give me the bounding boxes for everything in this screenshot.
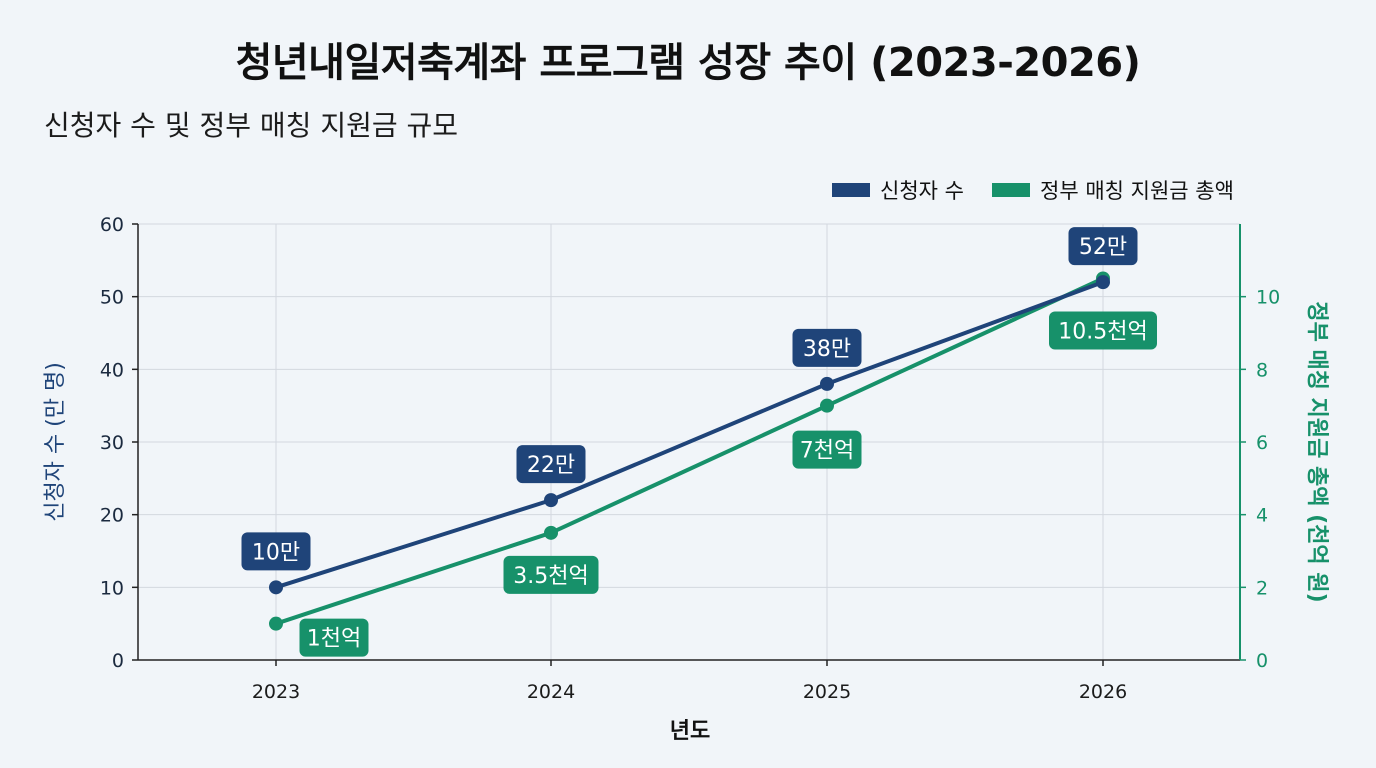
data-point-applicants [820,376,834,391]
y-tick-right-label: 0 [1256,650,1268,672]
legend-label-applicants: 신청자 수 [880,179,964,203]
x-tick-label: 2025 [803,681,851,703]
y-tick-left-label: 10 [100,577,124,599]
data-label-applicants: 52만 [1079,235,1127,260]
data-point-applicants [544,493,558,508]
chart-title: 청년내일저축계좌 프로그램 성장 추이 (2023-2026) [235,40,1141,86]
data-point-support-amount [820,398,834,413]
data-label-support-amount-badge [792,430,862,469]
data-label-support-amount: 7천억 [800,439,854,464]
data-label-applicants-badge [1068,227,1138,266]
series-line-support-amount [275,276,1104,626]
data-label-support-amount: 3.5천억 [513,564,588,589]
y-axis-right-title: 정부 매칭 지원금 총액 (천억 원) [1304,301,1329,602]
y-tick-left-label: 20 [100,505,124,527]
y-tick-left-label: 40 [100,359,124,381]
data-point-applicants [269,580,283,595]
x-tick-label: 2026 [1079,681,1127,703]
data-label-applicants: 38만 [803,337,851,362]
y-tick-right-label: 10 [1256,287,1280,309]
y-tick-right-label: 6 [1256,432,1268,454]
series-line-applicants [275,280,1104,590]
y-tick-right-label: 2 [1256,577,1268,599]
y-axis-left-title: 신청자 수 (만 명) [43,362,68,522]
data-label-support-amount: 1천억 [307,627,361,652]
chart-subtitle: 신청자 수 및 정부 매칭 지원금 규모 [44,109,459,142]
data-label-applicants: 22만 [527,453,575,478]
x-tick-label: 2024 [527,681,575,703]
data-label-applicants-badge [792,328,862,367]
y-tick-left-label: 50 [100,287,124,309]
y-tick-left-label: 30 [100,432,124,454]
data-label-applicants-badge [241,532,311,571]
data-label-support-amount: 10.5천억 [1058,320,1147,345]
y-tick-left-label: 0 [112,650,124,672]
data-point-applicants [1096,275,1110,290]
data-label-support-amount-badge [503,555,599,594]
y-tick-left-label: 60 [100,214,124,236]
legend-label-support-amount: 정부 매칭 지원금 총액 [1040,179,1234,203]
data-label-support-amount-badge [1049,311,1157,350]
x-axis-title: 년도 [670,719,710,744]
legend-swatch-support-amount [992,183,1030,197]
y-tick-right-label: 4 [1256,505,1268,527]
data-label-support-amount-badge [299,618,369,657]
data-point-support-amount [269,616,283,631]
x-tick-label: 2023 [252,681,300,703]
legend-swatch-applicants [832,183,870,197]
data-point-support-amount [544,525,558,540]
data-label-applicants-badge [516,445,586,484]
y-tick-right-label: 8 [1256,359,1268,381]
data-label-applicants: 10만 [252,540,300,565]
